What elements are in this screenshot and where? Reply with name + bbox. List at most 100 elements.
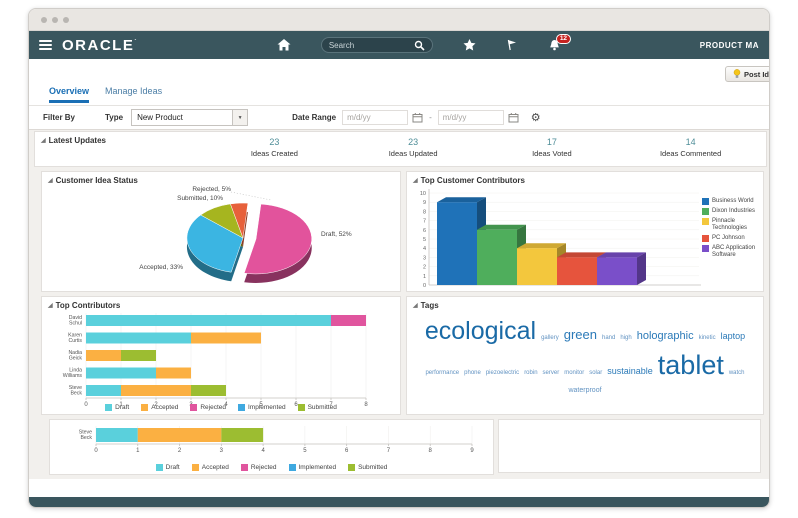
home-icon[interactable] [277, 39, 291, 51]
tag-word[interactable]: performance [425, 370, 460, 376]
stat-ideas-commented: 14 Ideas Commented [621, 137, 760, 158]
stat-value: 23 [269, 137, 280, 147]
collapse-icon[interactable]: ◢ [48, 303, 53, 309]
calendar-icon[interactable] [508, 112, 519, 123]
tag-word[interactable]: sustainable [607, 366, 653, 376]
page-content: Post Id Overview Manage Ideas Filter By … [29, 59, 769, 497]
flag-icon[interactable] [506, 39, 518, 51]
tab-manage-ideas[interactable]: Manage Ideas [105, 86, 163, 96]
svg-text:2: 2 [423, 265, 426, 271]
top-contributors-legend: Draft Accepted Rejected Implemented Submitte… [42, 403, 400, 411]
tab-overview[interactable]: Overview [49, 86, 90, 103]
svg-text:2: 2 [178, 448, 182, 454]
legend-item: Business World [702, 198, 760, 205]
tag-word[interactable]: laptop [720, 331, 746, 341]
star-icon[interactable] [463, 39, 476, 51]
app-header: ORACLE´ Search [29, 31, 769, 59]
calendar-icon[interactable] [412, 112, 423, 123]
collapse-icon[interactable]: ◢ [413, 303, 418, 309]
svg-text:6: 6 [345, 448, 349, 454]
search-input[interactable]: Search [320, 37, 433, 53]
svg-text:3: 3 [423, 255, 426, 261]
search-icon[interactable] [414, 40, 425, 51]
pie-svg: Draft, 52% Accepted, 33% Submitted, 10% Rej… [139, 186, 352, 283]
notification-badge: 12 [555, 34, 572, 44]
legend-item: Submitted [297, 403, 337, 411]
window-button[interactable] [41, 16, 47, 23]
gear-icon[interactable]: ⚙ [530, 112, 541, 124]
idea-status-panel: ◢ Customer Idea Status Draft, 52% Accepte… [41, 171, 401, 292]
collapse-icon[interactable]: ◢ [413, 178, 418, 184]
tag-word[interactable]: kinetic [698, 335, 716, 341]
svg-text:7: 7 [329, 402, 333, 408]
tags-header: ◢ Tags [413, 301, 439, 310]
collapse-icon[interactable]: ◢ [48, 178, 53, 184]
legend-item: Rejected [240, 463, 277, 471]
svg-text:1: 1 [423, 274, 426, 280]
window-button[interactable] [52, 16, 58, 23]
svg-text:1: 1 [119, 402, 123, 408]
legend-item: Dixon Industries [702, 208, 760, 215]
column-chart-legend: Business World Dixon Industries Pinnacle T… [702, 198, 760, 262]
type-select-value: New Product [137, 113, 183, 122]
date-to-input[interactable] [437, 110, 504, 125]
tags-panel: ◢ Tags ecological gallery green hand high hol… [406, 296, 764, 415]
columns-svg: 0 1 2 3 4 5 6 7 8 9 10 [420, 189, 701, 289]
stat-label: Ideas Created [250, 149, 298, 158]
tag-word[interactable]: holographic [636, 330, 694, 342]
tag-word[interactable]: green [563, 327, 597, 342]
legend-item: ABC Application Software [702, 244, 760, 259]
svg-text:5: 5 [303, 448, 307, 454]
svg-text:6: 6 [294, 402, 298, 408]
legend-item: Pinnacle Technologies [702, 218, 760, 232]
tag-word[interactable]: high [620, 335, 632, 341]
chevron-down-icon[interactable]: ▼ [232, 110, 248, 125]
tag-word[interactable]: tablet [657, 350, 724, 380]
svg-text:1: 1 [136, 448, 140, 454]
stat-label: Ideas Voted [532, 149, 572, 158]
tag-word[interactable]: monitor [564, 370, 585, 376]
tag-word[interactable]: robin [524, 370, 538, 376]
menu-icon[interactable] [39, 40, 52, 50]
tab-bar: Overview Manage Ideas [49, 86, 162, 103]
lightbulb-icon [733, 69, 741, 79]
stat-value: 17 [546, 137, 557, 147]
type-select[interactable]: New Product ▼ [131, 109, 249, 126]
tag-word[interactable]: hand [602, 335, 616, 341]
bottom-contributor-chart: Steve Beck 0 1 2 3 4 5 6 7 8 9 [56, 424, 486, 458]
notifications[interactable]: 12 [548, 34, 572, 51]
tag-word[interactable]: piezoelectric [485, 370, 520, 376]
bottom-chart-panel: Steve Beck 0 1 2 3 4 5 6 7 8 9 Draft Accepted Rejecte… [49, 419, 494, 475]
legend-item: Draft [155, 463, 180, 471]
top-contributors-chart: David Schul Karen Curtis Nadia Geick Linda Will… [50, 311, 380, 412]
tag-word[interactable]: watch [728, 370, 745, 376]
svg-text:4: 4 [261, 448, 265, 454]
svg-text:4: 4 [224, 402, 228, 408]
app-footer [29, 497, 769, 507]
type-label: Type [105, 113, 124, 122]
header-center: Search 12 [138, 34, 700, 53]
contributors-column-chart: 0 1 2 3 4 5 6 7 8 9 10 [409, 185, 709, 297]
tag-word[interactable]: ecological [424, 317, 537, 345]
idea-status-pie-chart: Draft, 52% Accepted, 33% Submitted, 10% Rej… [47, 186, 397, 290]
date-from-input[interactable] [342, 110, 409, 125]
tag-word[interactable]: waterproof [568, 387, 602, 394]
browser-window: ORACLE´ Search [28, 8, 770, 508]
top-contributors-header: ◢ Top Contributors [48, 301, 120, 310]
top-customer-contributors-title: Top Customer Contributors [420, 176, 525, 185]
svg-text:10: 10 [420, 191, 426, 197]
svg-text:5: 5 [259, 402, 263, 408]
tag-word[interactable]: solar [589, 370, 603, 376]
tag-word[interactable]: server [542, 370, 560, 376]
tag-word[interactable]: gallery [541, 335, 559, 341]
stacked-chart-svg: David Schul Karen Curtis Nadia Geick Linda Will… [63, 313, 368, 408]
tags-title: Tags [420, 301, 439, 310]
tag-word[interactable]: phone [464, 370, 481, 376]
post-idea-button[interactable]: Post Id [724, 66, 769, 82]
window-button[interactable] [63, 16, 69, 23]
legend-item: Implemented [288, 463, 336, 471]
collapse-icon[interactable]: ◢ [41, 138, 46, 144]
